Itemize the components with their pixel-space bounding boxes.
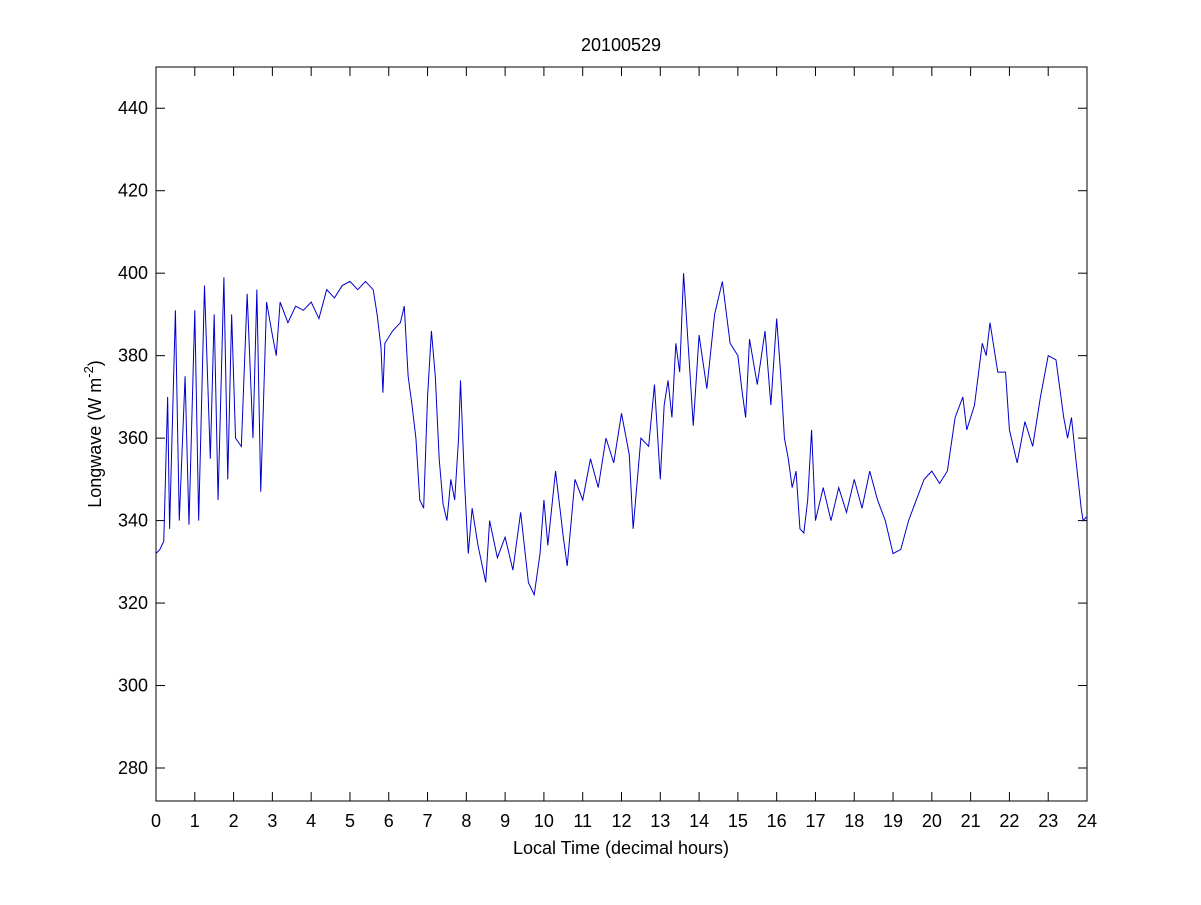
y-tick-label: 400 <box>118 263 148 283</box>
x-tick-label: 9 <box>500 811 510 831</box>
x-tick-label: 16 <box>767 811 787 831</box>
x-tick-label: 10 <box>534 811 554 831</box>
x-tick-label: 23 <box>1038 811 1058 831</box>
x-tick-label: 22 <box>999 811 1019 831</box>
x-tick-label: 1 <box>190 811 200 831</box>
x-tick-label: 18 <box>844 811 864 831</box>
y-label-text: Longwave (W m <box>85 378 105 508</box>
y-tick-label: 360 <box>118 428 148 448</box>
data-line <box>155 273 1088 597</box>
chart-title: 20100529 <box>581 35 661 55</box>
x-tick-label: 12 <box>611 811 631 831</box>
y-label-sup: -2 <box>81 366 96 378</box>
x-tick-label: 17 <box>805 811 825 831</box>
x-tick-label: 3 <box>267 811 277 831</box>
x-tick-label: 11 <box>573 811 592 831</box>
x-tick-label: 4 <box>306 811 316 831</box>
x-tick-label: 14 <box>689 811 709 831</box>
y-tick-label: 420 <box>118 181 148 201</box>
x-tick-label: 5 <box>345 811 355 831</box>
x-axis-label: Local Time (decimal hours) <box>513 838 729 858</box>
y-tick-label: 380 <box>118 346 148 366</box>
y-tick-label: 320 <box>118 593 148 613</box>
x-tick-label: 7 <box>423 811 433 831</box>
x-tick-label: 20 <box>922 811 942 831</box>
y-tick-label: 280 <box>118 758 148 778</box>
x-tick-label: 0 <box>151 811 161 831</box>
y-tick-label: 300 <box>118 676 148 696</box>
plot-area <box>155 66 1088 802</box>
x-tick-label: 13 <box>650 811 670 831</box>
y-tick-label: 440 <box>118 98 148 118</box>
x-tick-label: 2 <box>229 811 239 831</box>
y-label-end: ) <box>85 360 105 366</box>
x-tick-label: 21 <box>961 811 981 831</box>
y-axis-label: Longwave (W m-2) <box>81 360 105 508</box>
y-tick-label: 340 <box>118 511 148 531</box>
x-tick-label: 15 <box>728 811 748 831</box>
x-tick-label: 8 <box>461 811 471 831</box>
x-tick-label: 6 <box>384 811 394 831</box>
x-tick-label: 19 <box>883 811 903 831</box>
x-tick-label: 24 <box>1077 811 1097 831</box>
